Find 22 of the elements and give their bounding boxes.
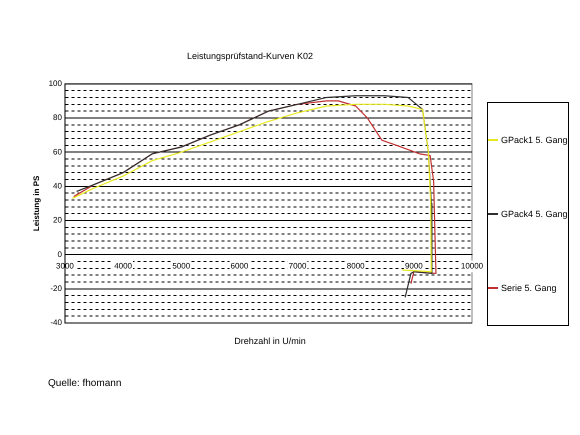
y-tick-label: -40 [50, 318, 62, 328]
x-tick-label: 4000 [114, 262, 133, 271]
y-tick-label: 80 [53, 113, 62, 122]
y-axis-title: Leistung in PS [32, 174, 42, 232]
legend-label: Serie 5. Gang [501, 283, 557, 293]
source-note: Quelle: fhomann [48, 378, 122, 389]
legend-label: GPack1 5. Gang [501, 135, 568, 145]
x-tick-label: 9000 [404, 262, 424, 271]
x-tick-label: 8000 [346, 262, 366, 271]
x-tick-label: 6000 [230, 262, 249, 271]
y-tick-label: 100 [48, 79, 62, 88]
y-tick-label: 20 [53, 216, 62, 225]
chart-title: Leistungsprüfstand-Kurven K02 [186, 50, 314, 61]
x-tick-label: 10000 [460, 262, 484, 271]
y-tick-label: -20 [50, 284, 62, 294]
legend-label: GPack4 5. Gang [501, 209, 568, 219]
x-tick-label: 5000 [172, 262, 191, 271]
y-tick-label: 40 [53, 182, 62, 191]
x-tick-label: 7000 [288, 262, 307, 271]
y-tick-label: 0 [57, 250, 62, 259]
y-tick-label: 60 [53, 147, 62, 156]
x-axis-title: Drehzahl in U/min [233, 336, 307, 346]
